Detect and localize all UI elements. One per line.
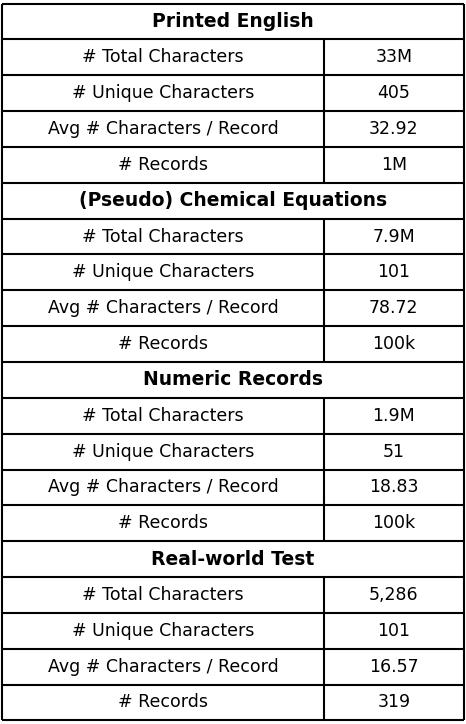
- Text: # Unique Characters: # Unique Characters: [72, 264, 254, 282]
- Text: # Total Characters: # Total Characters: [82, 407, 244, 425]
- Text: 51: 51: [383, 442, 405, 460]
- Text: Numeric Records: Numeric Records: [143, 371, 323, 390]
- Text: # Records: # Records: [118, 335, 208, 353]
- Text: 78.72: 78.72: [369, 299, 418, 317]
- Text: Avg # Characters / Record: Avg # Characters / Record: [48, 479, 279, 497]
- Text: # Total Characters: # Total Characters: [82, 586, 244, 604]
- Text: 101: 101: [377, 622, 410, 640]
- Text: # Total Characters: # Total Characters: [82, 49, 244, 67]
- Text: 405: 405: [377, 84, 410, 102]
- Text: Avg # Characters / Record: Avg # Characters / Record: [48, 120, 279, 138]
- Text: 101: 101: [377, 264, 410, 282]
- Text: # Records: # Records: [118, 694, 208, 712]
- Text: (Pseudo) Chemical Equations: (Pseudo) Chemical Equations: [79, 191, 387, 210]
- Text: Avg # Characters / Record: Avg # Characters / Record: [48, 299, 279, 317]
- Text: # Unique Characters: # Unique Characters: [72, 84, 254, 102]
- Text: # Total Characters: # Total Characters: [82, 227, 244, 245]
- Text: Avg # Characters / Record: Avg # Characters / Record: [48, 657, 279, 675]
- Text: Real-world Test: Real-world Test: [151, 550, 315, 568]
- Text: # Unique Characters: # Unique Characters: [72, 622, 254, 640]
- Text: # Records: # Records: [118, 156, 208, 174]
- Text: 7.9M: 7.9M: [372, 227, 415, 245]
- Text: # Records: # Records: [118, 514, 208, 532]
- Text: 1M: 1M: [381, 156, 407, 174]
- Text: 5,286: 5,286: [369, 586, 418, 604]
- Text: # Unique Characters: # Unique Characters: [72, 442, 254, 460]
- Text: Printed English: Printed English: [152, 12, 314, 31]
- Text: 100k: 100k: [372, 335, 415, 353]
- Text: 1.9M: 1.9M: [372, 407, 415, 425]
- Text: 100k: 100k: [372, 514, 415, 532]
- Text: 32.92: 32.92: [369, 120, 418, 138]
- Text: 319: 319: [377, 694, 411, 712]
- Text: 33M: 33M: [375, 49, 412, 67]
- Text: 16.57: 16.57: [369, 657, 418, 675]
- Text: 18.83: 18.83: [369, 479, 418, 497]
